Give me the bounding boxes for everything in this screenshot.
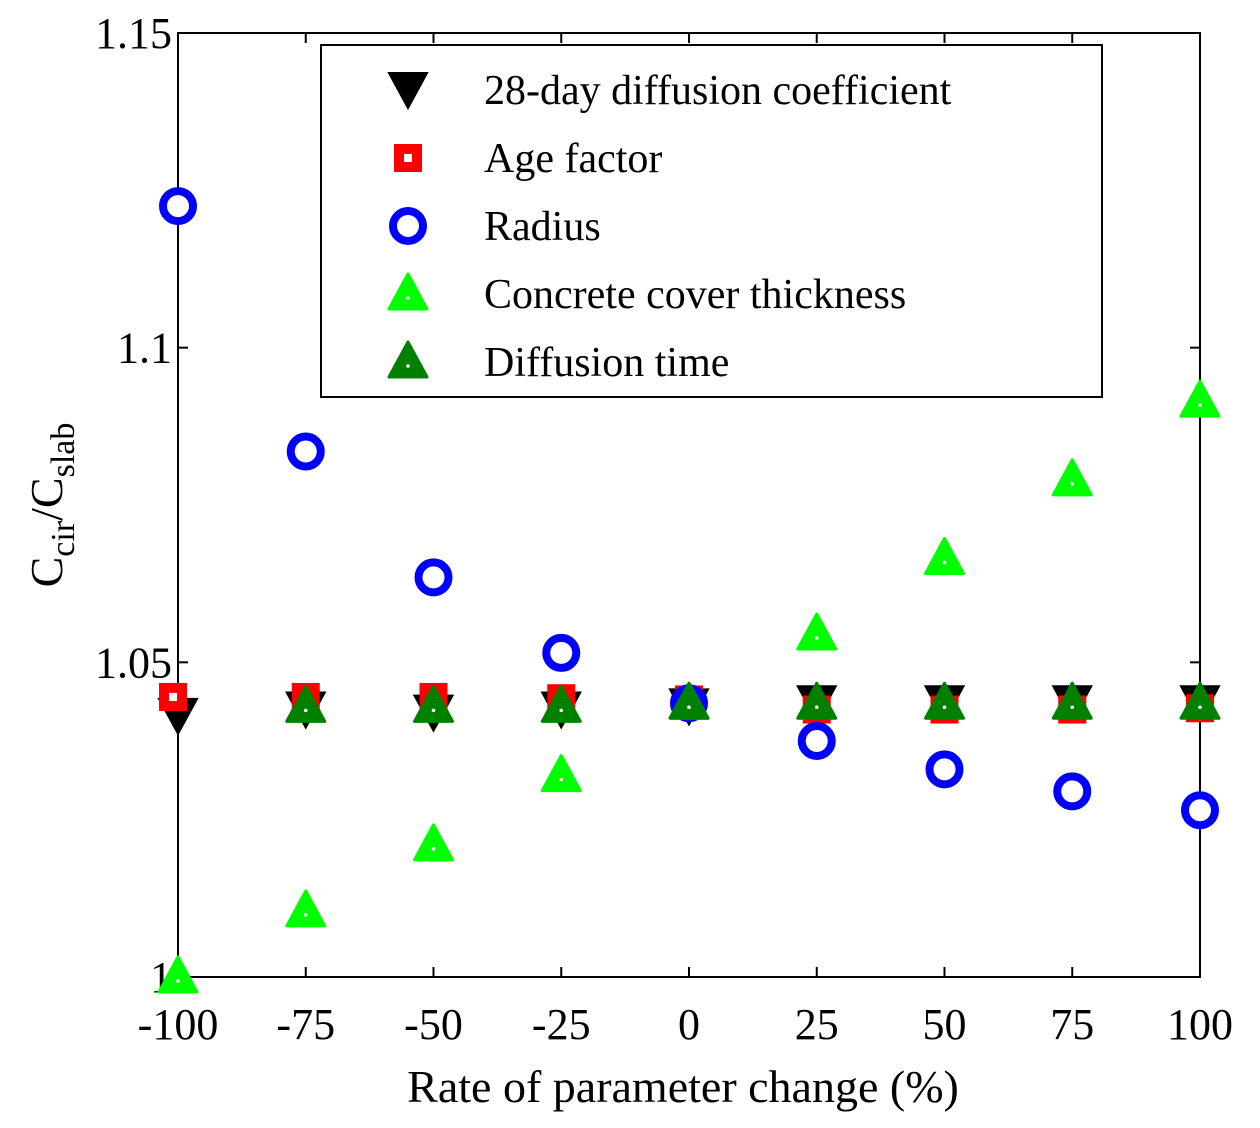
x-tick-label: 25 [795, 1000, 839, 1049]
data-points [157, 187, 1221, 994]
marker-center-dot [1198, 705, 1202, 710]
data-point [1181, 791, 1219, 830]
data-point [157, 955, 199, 994]
x-tick-label: -75 [276, 1000, 335, 1049]
y-tick-label: 1.1 [117, 324, 172, 373]
marker-center-dot [559, 777, 564, 782]
y-tick-label: 1.05 [95, 638, 172, 687]
legend-marker [394, 144, 422, 172]
data-point [159, 682, 187, 711]
y-title-sep: /C [21, 477, 72, 520]
marker-center-dot [942, 705, 947, 710]
data-point [924, 681, 965, 720]
marker-center-dot [406, 296, 410, 300]
data-point [797, 722, 836, 760]
data-point [540, 754, 582, 793]
data-point [1179, 681, 1221, 720]
data-point [542, 633, 581, 672]
legend: 28-day diffusion coefficient Age factor … [320, 44, 1103, 398]
x-tick-labels: -100 -75 -50 -25 0 25 50 75 100 [138, 1000, 1233, 1049]
data-point [286, 432, 325, 471]
data-point [414, 558, 453, 597]
x-tick-label: -25 [532, 1000, 591, 1049]
legend-marker [387, 72, 429, 111]
y-tick-labels: 11.051.11.15 [95, 9, 172, 1002]
x-tick-label: 100 [1167, 1000, 1233, 1049]
marker-center-dot [942, 560, 947, 565]
y-title-main: C [21, 557, 72, 588]
data-point [285, 889, 327, 928]
legend-label-28-day: 28-day diffusion coefficient [484, 68, 952, 114]
marker-center-dot [303, 913, 308, 917]
legend-label-age-factor: Age factor [484, 136, 662, 182]
data-point [1179, 379, 1221, 418]
marker-center-dot [814, 636, 819, 640]
data-point [1053, 772, 1092, 811]
marker-center-dot [687, 705, 691, 710]
y-axis-title: Ccir/Cslab [21, 423, 82, 588]
data-point [668, 681, 710, 720]
legend-box [320, 44, 1103, 398]
data-point [925, 750, 964, 789]
marker-center-dot [1070, 482, 1075, 486]
data-point [924, 536, 965, 575]
series-4 [285, 681, 1221, 723]
x-tick-label: -50 [404, 1000, 463, 1049]
legend-label-radius: Radius [484, 204, 601, 250]
legend-marker [387, 340, 429, 379]
marker-center-dot [1198, 403, 1202, 407]
data-point [285, 684, 327, 723]
data-point [159, 187, 197, 226]
marker-center-dot [559, 708, 564, 713]
marker-center-dot [303, 708, 308, 713]
x-tick-label: 50 [923, 1000, 967, 1049]
marker-center-dot [406, 364, 410, 368]
y-title-sub2: slab [45, 423, 82, 478]
y-title-sub1: cir [45, 520, 82, 557]
x-tick-label: 0 [678, 1000, 700, 1049]
data-point [796, 681, 838, 720]
legend-marker [389, 207, 427, 245]
data-point [796, 612, 838, 651]
data-point [413, 823, 454, 862]
legend-markers [387, 72, 429, 379]
marker-center-dot [176, 979, 180, 983]
data-point [540, 684, 582, 723]
legend-marker [387, 272, 429, 311]
marker-center-dot [431, 847, 436, 851]
x-tick-label: 75 [1050, 1000, 1094, 1049]
marker-center-dot [431, 708, 436, 713]
y-tick-label: 1.15 [95, 9, 172, 58]
legend-label-cover-thickness: Concrete cover thickness [484, 272, 906, 318]
data-point [1051, 458, 1093, 497]
x-axis-title: Rate of parameter change (%) [407, 1061, 959, 1112]
marker-center-dot [1070, 705, 1075, 710]
x-tick-label: -100 [138, 1000, 219, 1049]
legend-label-diffusion-time: Diffusion time [484, 340, 729, 386]
data-point [413, 684, 454, 723]
data-point [1051, 681, 1093, 720]
marker-center-dot [814, 705, 819, 710]
